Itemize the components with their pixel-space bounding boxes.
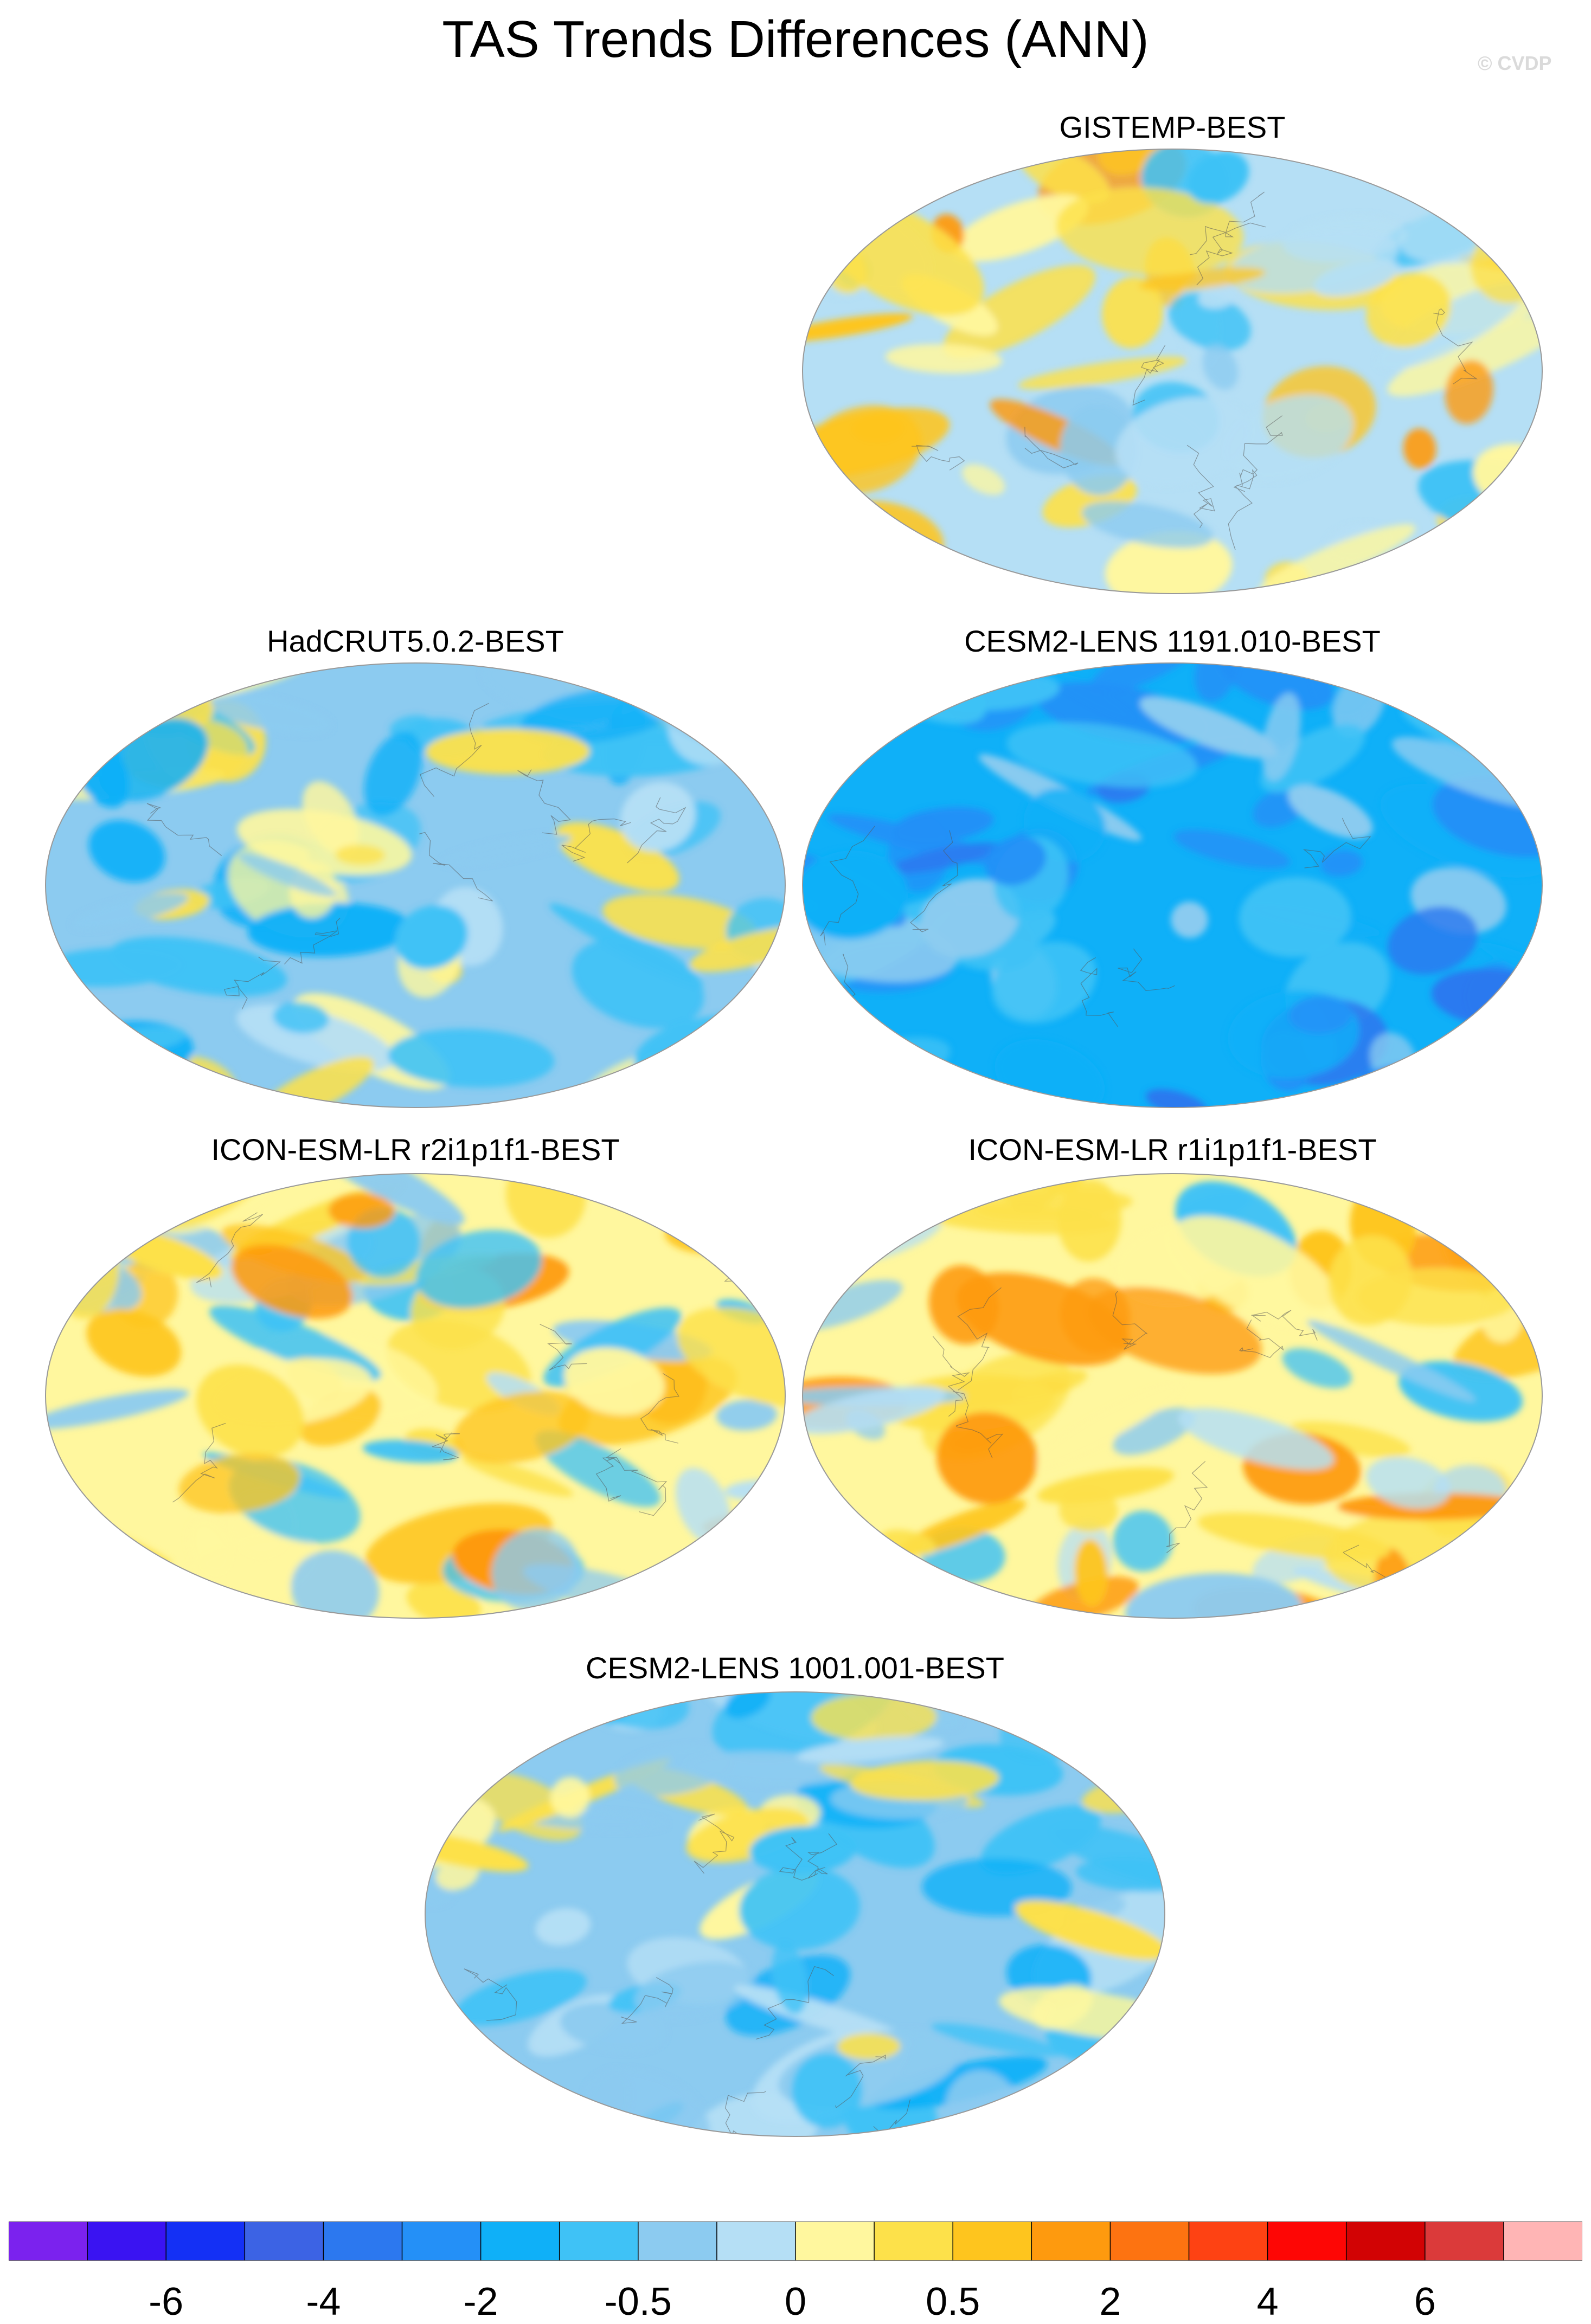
colorbar-swatch	[165, 2222, 246, 2261]
colorbar-swatch	[874, 2222, 954, 2261]
watermark: © CVDP	[1478, 52, 1552, 74]
colorbar-tick-label: 0.5	[926, 2280, 980, 2323]
colorbar-tick-label: 2	[1099, 2280, 1121, 2323]
colorbar-tick-label: -4	[306, 2280, 341, 2323]
colorbar-tick-label: 0	[784, 2280, 807, 2323]
map-cesm2-1001	[425, 1691, 1165, 2137]
panel-title-cesm2-1191: CESM2-LENS 1191.010-BEST	[964, 624, 1381, 658]
map-cesm2-1191	[802, 662, 1543, 1108]
colorbar-swatch	[244, 2222, 324, 2261]
colorbar-swatch	[1503, 2222, 1582, 2261]
colorbar-swatch	[1425, 2222, 1505, 2261]
colorbar-tick-label: -6	[149, 2280, 184, 2323]
figure-title: TAS Trends Differences (ANN)	[442, 10, 1149, 68]
colorbar-swatch	[1188, 2222, 1268, 2261]
map-hadcrut	[45, 662, 786, 1108]
colorbar	[9, 2222, 1582, 2261]
map-icon-r2	[45, 1173, 786, 1619]
colorbar-tick-label: -0.5	[604, 2280, 672, 2323]
panel-title-hadcrut: HadCRUT5.0.2-BEST	[267, 624, 564, 658]
colorbar-swatch	[638, 2222, 718, 2261]
map-gistemp	[802, 149, 1543, 594]
panel-title-cesm2-1001: CESM2-LENS 1001.001-BEST	[586, 1651, 1004, 1685]
colorbar-tick-label: 4	[1256, 2280, 1279, 2323]
colorbar-tick-label: -2	[463, 2280, 498, 2323]
colorbar-swatch	[9, 2222, 88, 2261]
map-icon-r1	[802, 1173, 1543, 1619]
colorbar-swatch	[480, 2222, 560, 2261]
panel-title-icon-r2: ICON-ESM-LR r2i1p1f1-BEST	[211, 1132, 620, 1167]
panel-title-icon-r1: ICON-ESM-LR r1i1p1f1-BEST	[968, 1132, 1377, 1167]
colorbar-swatch	[716, 2222, 797, 2261]
colorbar-swatch	[323, 2222, 403, 2261]
colorbar-swatch	[87, 2222, 167, 2261]
colorbar-swatch	[795, 2222, 875, 2261]
colorbar-swatch	[1031, 2222, 1111, 2261]
colorbar-swatch	[952, 2222, 1032, 2261]
colorbar-swatch	[1267, 2222, 1347, 2261]
colorbar-tick-label: 6	[1414, 2280, 1436, 2323]
colorbar-swatch	[401, 2222, 482, 2261]
colorbar-swatch	[1345, 2222, 1426, 2261]
colorbar-swatch	[1109, 2222, 1190, 2261]
colorbar-swatch	[559, 2222, 639, 2261]
panel-title-gistemp: GISTEMP-BEST	[1059, 110, 1286, 144]
